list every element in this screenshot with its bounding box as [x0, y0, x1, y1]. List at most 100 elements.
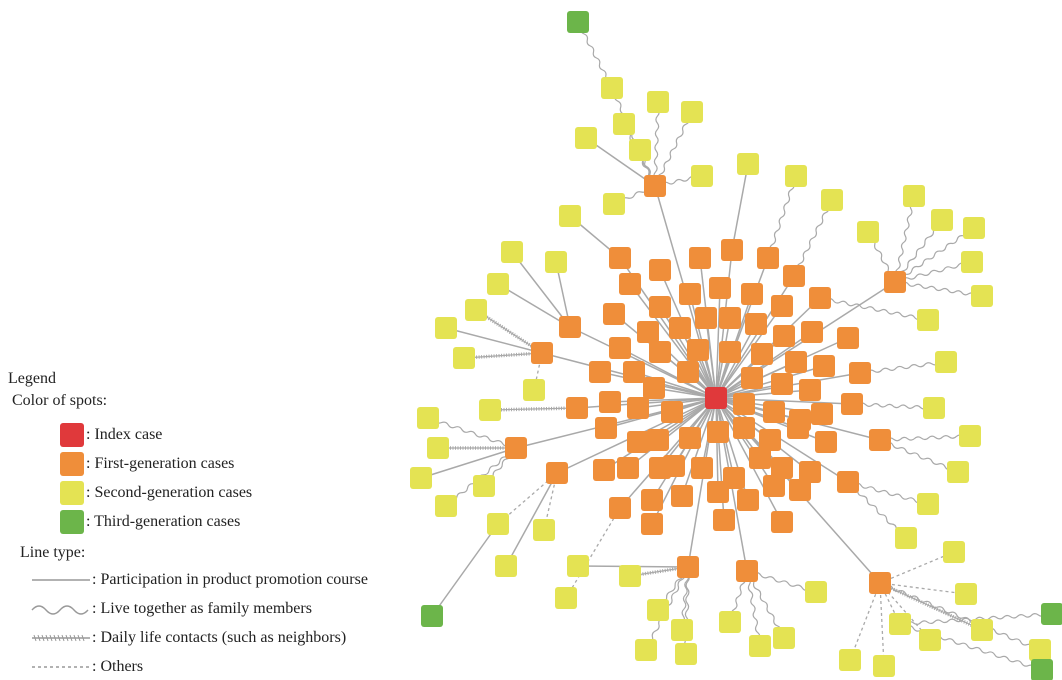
first-generation-case [649, 259, 671, 281]
second-generation-case [523, 379, 545, 401]
edge-course [715, 397, 775, 487]
edge-course [619, 397, 717, 509]
first-generation-case [505, 437, 527, 459]
first-generation-case [669, 317, 691, 339]
first-generation-case [757, 247, 779, 269]
first-generation-case [641, 513, 663, 535]
second-generation-case [943, 541, 965, 563]
first-generation-case [643, 377, 665, 399]
edge-course [633, 371, 717, 399]
edge-course [619, 347, 717, 399]
edge-family [894, 261, 973, 284]
edge-family [894, 227, 975, 283]
second-generation-case [681, 101, 703, 123]
first-generation-case [749, 447, 771, 469]
first-generation-case [763, 401, 785, 423]
second-generation-case [691, 165, 713, 187]
second-generation-case [903, 185, 925, 207]
third-generation-swatch [60, 510, 84, 534]
second-generation-case [971, 285, 993, 307]
first-generation-case [771, 373, 793, 395]
edge-family [427, 416, 517, 449]
second-generation-case [647, 599, 669, 621]
first-generation-case [677, 556, 699, 578]
first-generation-case [707, 481, 729, 503]
second-generation-case [773, 627, 795, 649]
first-generation-case [617, 457, 639, 479]
second-generation-case [417, 407, 439, 429]
first-generation-case [751, 343, 773, 365]
second-generation-case [917, 493, 939, 515]
second-generation-case [857, 221, 879, 243]
legend: Legend Color of spots: : Index case : Fi… [8, 370, 478, 675]
first-generation-case [627, 431, 649, 453]
first-generation-case [663, 455, 685, 477]
first-generation-case [719, 341, 741, 363]
second-generation-case [971, 619, 993, 641]
first-generation-case [736, 560, 758, 582]
first-generation-case [546, 462, 568, 484]
second-generation-case [947, 461, 969, 483]
edge-course [715, 397, 801, 421]
first-generation-case [809, 287, 831, 309]
first-generation-case [721, 239, 743, 261]
first-generation-case [849, 362, 871, 384]
second-generation-case [487, 273, 509, 295]
edge-other [565, 507, 621, 599]
edge-other [879, 582, 967, 595]
second-generation-case [931, 209, 953, 231]
second-generation-case [629, 139, 651, 161]
first-generation-case [599, 391, 621, 413]
second-generation-case [487, 513, 509, 535]
second-generation-case [575, 127, 597, 149]
first-generation-case [733, 417, 755, 439]
edge-family [793, 199, 833, 277]
second-generation-case [453, 347, 475, 369]
first-generation-case [884, 271, 906, 293]
edge-daily-contact-core [463, 352, 543, 359]
second-generation-case [895, 527, 917, 549]
legend-spot-label: : Third-generation cases [86, 513, 241, 530]
first-generation-case [745, 313, 767, 335]
first-generation-case [679, 283, 701, 305]
legend-line-heading: Line type: [20, 544, 86, 561]
edge-course [627, 397, 717, 469]
second-generation-case [839, 649, 861, 671]
first-generation-case [647, 429, 669, 451]
first-generation-case [811, 403, 833, 425]
edge-family [879, 582, 1041, 651]
first-generation-case [559, 316, 581, 338]
second-generation-case [545, 251, 567, 273]
first-generation-case [787, 417, 809, 439]
first-generation-case [595, 417, 617, 439]
first-generation-case [759, 429, 781, 451]
edge-family [879, 439, 959, 473]
first-generation-case [771, 295, 793, 317]
second-generation-case [435, 495, 457, 517]
first-generation-case [603, 303, 625, 325]
legend-line-label: : Live together as family members [92, 600, 312, 617]
legend-line-label: : Daily life contacts (such as neighbors… [92, 629, 347, 646]
first-generation-case [679, 427, 701, 449]
second-generation-case [473, 475, 495, 497]
second-generation-case [427, 437, 449, 459]
first-generation-case [671, 485, 693, 507]
edge-other [879, 551, 955, 584]
first-generation-case [707, 421, 729, 443]
first-generation-case [641, 489, 663, 511]
second-generation-case [959, 425, 981, 447]
edge-course [420, 447, 517, 479]
first-generation-case [799, 379, 821, 401]
second-generation-case [635, 639, 657, 661]
first-generation-swatch [60, 452, 84, 476]
second-generation-case [889, 613, 911, 635]
first-generation-case [661, 401, 683, 423]
solid-line-icon [32, 579, 90, 581]
edge-family [654, 111, 693, 187]
second-generation-case [917, 309, 939, 331]
first-generation-case [869, 572, 891, 594]
first-generation-case [813, 355, 835, 377]
edge-family [577, 21, 613, 89]
first-generation-case [741, 367, 763, 389]
second-generation-case [821, 189, 843, 211]
